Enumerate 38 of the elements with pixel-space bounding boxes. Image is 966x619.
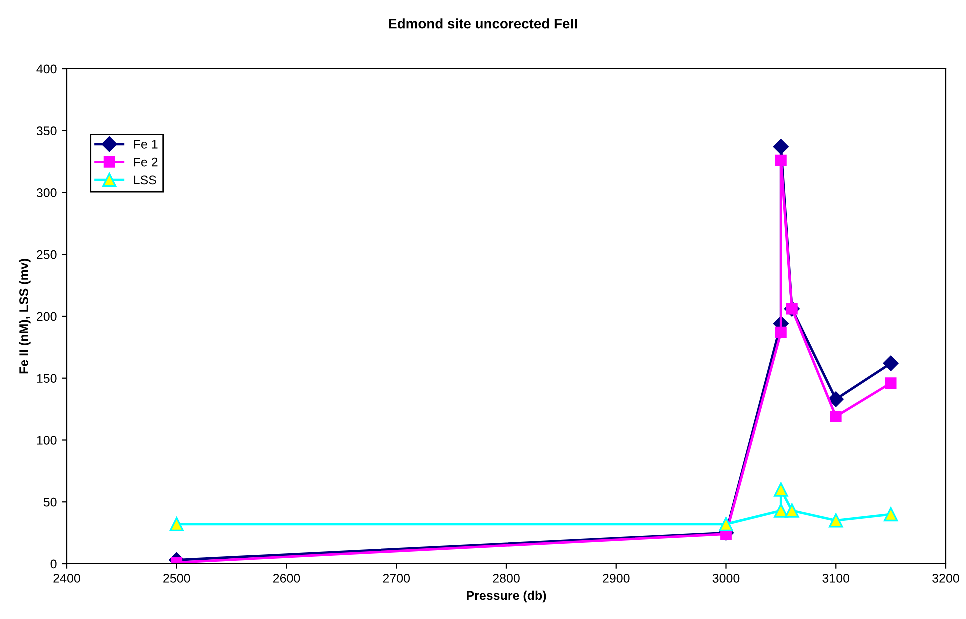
point	[774, 482, 788, 497]
point	[170, 517, 184, 532]
point	[775, 326, 787, 338]
y-tick-label: 350	[36, 126, 57, 136]
y-tick-label: 300	[36, 188, 57, 198]
legend-label: LSS	[134, 176, 156, 185]
y-tick-label: 50	[44, 498, 57, 507]
legend-label: Fe 2	[134, 158, 158, 167]
y-tick-label: 0	[50, 560, 57, 569]
x-tick-label: 2600	[273, 574, 300, 583]
y-tick-label: 200	[37, 312, 57, 322]
y-tick-label: 250	[37, 250, 57, 260]
point	[883, 356, 899, 372]
point	[885, 378, 897, 390]
y-tick-label: 150	[37, 374, 57, 384]
legend-label: Fe 1	[134, 140, 158, 149]
x-tick-label: 2800	[493, 574, 520, 583]
x-tick-label: 3100	[822, 574, 850, 583]
x-tick-label: 2900	[603, 574, 630, 583]
chart-title: Edmond site uncorected FeII	[389, 18, 577, 29]
x-tick-label: 3000	[712, 574, 740, 583]
y-tick-label: 100	[37, 436, 57, 445]
y-axis-title: Fe II (nM), LSS (mv)	[19, 259, 31, 374]
x-tick-label: 3200	[932, 574, 960, 583]
x-axis-title: Pressure (db)	[467, 590, 546, 603]
x-tick-label: 2400	[54, 574, 80, 583]
point	[884, 507, 898, 522]
y-tick-label: 400	[36, 64, 57, 74]
point	[785, 504, 800, 518]
point	[719, 517, 734, 532]
x-tick-label: 2700	[383, 574, 410, 583]
point	[775, 154, 787, 166]
x-tick-label: 2500	[164, 574, 190, 583]
point	[828, 392, 844, 408]
point	[774, 504, 788, 518]
point	[773, 139, 789, 155]
point	[829, 514, 844, 528]
point	[830, 411, 842, 422]
